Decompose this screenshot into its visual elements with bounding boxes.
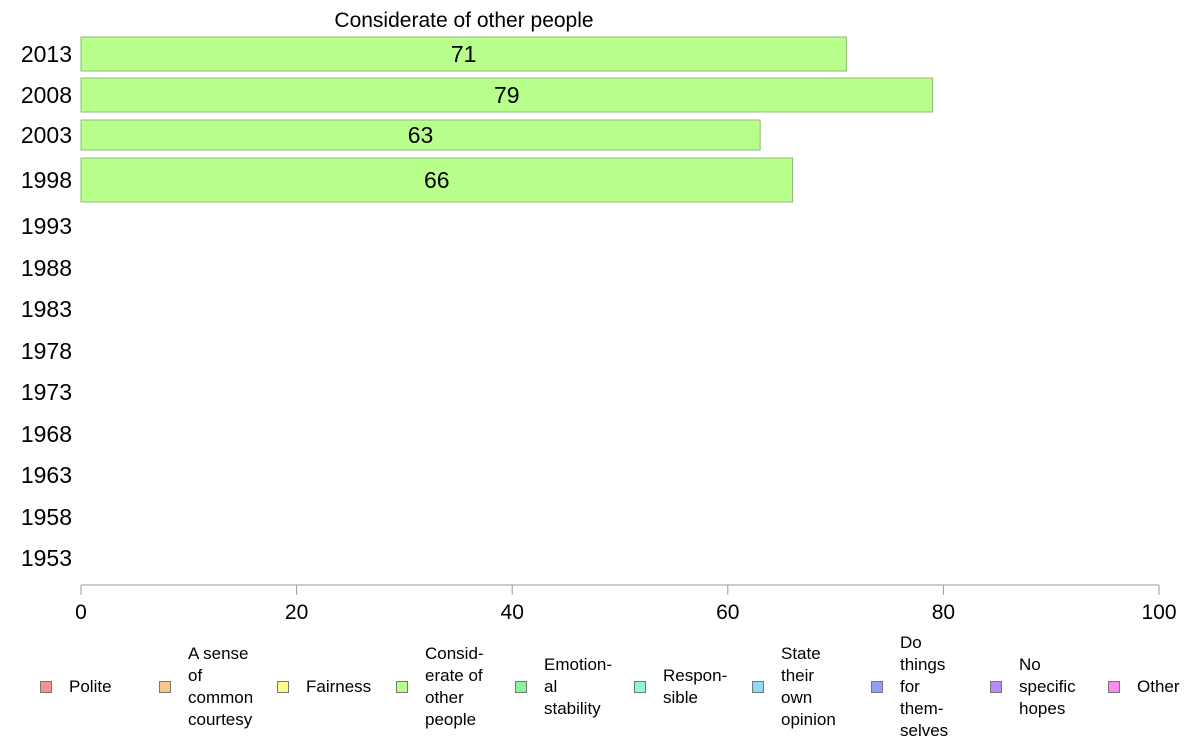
legend-swatch-responsible [634,681,646,693]
data-label-2008: 79 [494,82,520,108]
y-tick-label-1968: 1968 [21,421,72,447]
legend-label-other: Other [1137,677,1180,696]
legend-label-responsible: Respon- sible [663,666,728,707]
legend-label-common-courtesy: A sense of common courtesy [188,644,254,729]
legend-item-no-hopes: No specific hopes [990,654,1076,720]
x-tick-label-0: 0 [75,601,87,624]
y-tick-label-1983: 1983 [21,296,72,322]
legend-item-considerate: Consid- erate of other people [396,643,484,731]
data-label-1998: 66 [424,167,450,193]
x-axis: 0 20 40 60 80 100 [75,584,1177,624]
legend-swatch-state-opinion [752,681,764,693]
y-tick-label-1998: 1998 [21,167,72,193]
x-tick-label-20: 20 [285,601,308,624]
bar-2008 [80,77,934,113]
data-label-2013: 71 [451,41,477,67]
legend-label-emotional-stability: Emotion- al stability [544,655,613,718]
legend-label-polite: Polite [69,677,112,696]
y-tick-label-1958: 1958 [21,504,72,530]
bar-2013 [80,36,847,72]
x-tick-label-60: 60 [716,601,739,624]
data-label-2003: 63 [408,122,434,148]
legend-item-emotional-stability: Emotion- al stability [515,654,612,720]
y-tick-label-1988: 1988 [21,255,72,281]
y-tick-label-1973: 1973 [21,379,72,405]
legend-swatch-other [1108,681,1120,693]
legend-swatch-common-courtesy [159,681,171,693]
y-axis-labels: 2013 2008 2003 1998 1993 1988 1983 1978 1973 1968… [21,41,72,571]
legend-label-no-hopes: No specific hopes [1019,655,1076,718]
x-tick-label-40: 40 [501,601,524,624]
legend-item-polite: Polite [40,676,112,698]
legend-swatch-emotional-stability [515,681,527,693]
y-tick-label-1978: 1978 [21,338,72,364]
legend-swatch-fairness [277,681,289,693]
legend-item-fairness: Fairness [277,676,371,698]
legend-item-do-things: Do things for them- selves [871,632,948,742]
bar-1998 [80,157,793,203]
legend-item-other: Other [1108,676,1180,698]
legend-label-do-things: Do things for them- selves [900,633,949,740]
x-tick-label-80: 80 [932,601,955,624]
bars-layer: 71 79 63 66 [80,36,934,203]
legend: Polite A sense of common courtesy Fairne… [0,630,1188,740]
legend-label-considerate: Consid- erate of other people [425,644,484,729]
legend-swatch-no-hopes [990,681,1002,693]
chart-title: Considerate of other people [334,9,593,32]
legend-item-state-opinion: State their own opinion [752,643,836,731]
legend-item-common-courtesy: A sense of common courtesy [159,643,253,731]
y-tick-label-1953: 1953 [21,545,72,571]
y-tick-label-2008: 2008 [21,82,72,108]
y-tick-label-2003: 2003 [21,122,72,148]
y-tick-label-1963: 1963 [21,462,72,488]
legend-item-responsible: Respon- sible [634,665,727,709]
legend-label-state-opinion: State their own opinion [781,644,836,729]
y-tick-label-1993: 1993 [21,213,72,239]
legend-label-fairness: Fairness [306,677,372,696]
legend-swatch-considerate [396,681,408,693]
x-tick-label-100: 100 [1141,601,1176,624]
bar-2003 [80,119,761,151]
y-tick-label-2013: 2013 [21,41,72,67]
legend-swatch-do-things [871,681,883,693]
legend-swatch-polite [40,681,52,693]
